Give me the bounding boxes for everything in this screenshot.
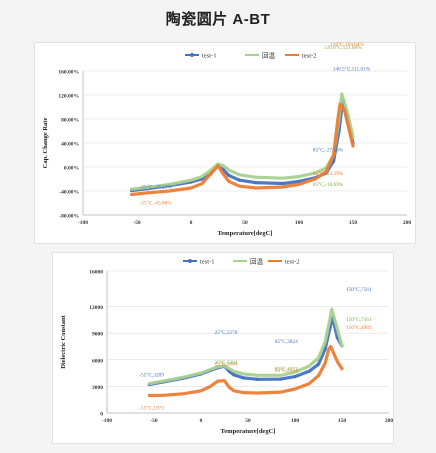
legend-marker xyxy=(188,259,192,263)
data-point xyxy=(227,173,231,177)
x-tick-label: 200 xyxy=(385,418,394,424)
cap-change-chart: -80.00% -40.00% 0.00% 40.00% 80.00% 120.00% 16… xyxy=(42,41,412,237)
x-tick-label: -50 xyxy=(150,418,158,424)
x-tick-label: 0 xyxy=(190,220,193,226)
data-label: 25°C,5270 xyxy=(215,329,238,336)
x-axis-title: Temperature[degC] xyxy=(218,230,273,237)
y-axis-title: Dielectric Constant xyxy=(60,314,67,368)
series-line-回温 xyxy=(147,307,344,386)
data-label: 150°C,7561 xyxy=(346,286,372,293)
data-point xyxy=(316,362,321,366)
dielectric-chart: 0 3000 6000 9000 12000 16000 -100 -50 0 50 100 150 2… xyxy=(60,256,394,435)
legend-label-test-2: test-2 xyxy=(285,258,299,265)
data-point xyxy=(307,369,311,373)
legend-label-test-1: test-1 xyxy=(200,258,214,265)
data-point xyxy=(323,347,327,351)
page-title: 陶瓷圆片 A-BT xyxy=(165,11,271,28)
y-tick-label: 6000 xyxy=(92,358,103,364)
x-tick-label: 50 xyxy=(245,418,251,424)
data-label: 85°C,2354 xyxy=(275,367,298,374)
x-tick-label: 100 xyxy=(291,418,300,424)
series-line-test-2 xyxy=(147,344,344,398)
y-tick-label: 3000 xyxy=(92,385,103,391)
data-label: 150°C,7561 xyxy=(346,316,372,323)
legend-label-回温: 回温 xyxy=(262,50,276,59)
x-tick-label: -50 xyxy=(133,220,141,226)
legend-label-回温: 回温 xyxy=(250,256,264,265)
x-tick-label: 150 xyxy=(349,220,358,226)
legend-label-test-2: test-2 xyxy=(302,52,316,59)
x-tick-label: 200 xyxy=(403,220,412,226)
data-point xyxy=(293,375,297,379)
data-label: 85°C,-27.56% xyxy=(313,147,344,154)
data-label: 85°C,4253 xyxy=(275,365,298,372)
data-label: 85°C,3824 xyxy=(275,338,298,345)
series-line-test-1 xyxy=(129,98,355,193)
x-tick-label: 0 xyxy=(200,418,203,424)
y-tick-label: 16000 xyxy=(89,270,103,276)
data-point xyxy=(254,181,258,185)
y-tick-label: 0 xyxy=(100,412,103,418)
data-label: 85°C,-18.69% xyxy=(313,181,344,188)
x-tick-label: -100 xyxy=(102,418,112,424)
x-tick-label: 50 xyxy=(242,220,248,226)
data-label: 85°C,-33.39% xyxy=(313,170,344,177)
data-label: -55°C,1973 xyxy=(139,404,164,411)
data-point xyxy=(281,181,285,186)
data-label: 25°C,5304 xyxy=(215,359,238,366)
data-point xyxy=(297,179,301,183)
data-label: 138°C,104.64% xyxy=(330,41,364,48)
y-axis-title: Cap. Change Rate xyxy=(42,118,49,169)
legend-marker xyxy=(190,53,194,57)
y-tick-label: 9000 xyxy=(92,332,103,338)
x-tick-label: -100 xyxy=(78,220,88,226)
data-label: -55°C,-39.21% xyxy=(140,184,173,191)
y-tick-label: -80.00% xyxy=(59,214,79,220)
y-tick-label: 160.00% xyxy=(58,70,79,76)
y-tick-label: 40.00% xyxy=(61,142,79,148)
data-label: -55°C,-45.86% xyxy=(140,200,173,207)
y-tick-label: 12000 xyxy=(89,305,103,311)
data-label: 140.5°C,111.01% xyxy=(333,65,371,72)
y-tick-label: 0.00% xyxy=(64,166,79,172)
legend-label-test-1: test-1 xyxy=(202,52,216,59)
data-point xyxy=(279,377,283,381)
cap-change-chart-panel: -80.00% -40.00% 0.00% 40.00% 80.00% 120.00% 16… xyxy=(34,41,416,244)
data-point xyxy=(255,377,259,381)
series-line-test-2 xyxy=(129,102,355,197)
y-tick-label: -40.00% xyxy=(59,190,79,196)
x-tick-label: 150 xyxy=(338,418,347,424)
data-point xyxy=(238,178,242,182)
data-point xyxy=(241,376,245,380)
data-point xyxy=(232,373,236,377)
data-label: 25°C,3644 xyxy=(215,361,238,368)
data-label: 150°C,4981 xyxy=(346,324,372,331)
y-tick-label: 80.00% xyxy=(61,118,79,124)
dielectric-chart-panel: 0 3000 6000 9000 12000 16000 -100 -50 0 50 100 150 2… xyxy=(52,252,394,444)
data-label: 139.6°C,121.66% xyxy=(324,44,362,51)
data-label: -55°C,3209 xyxy=(139,372,164,379)
y-tick-label: 120.00% xyxy=(58,94,79,100)
x-tick-label: 100 xyxy=(295,220,304,226)
x-axis-title: Temperature[degC] xyxy=(221,428,276,435)
